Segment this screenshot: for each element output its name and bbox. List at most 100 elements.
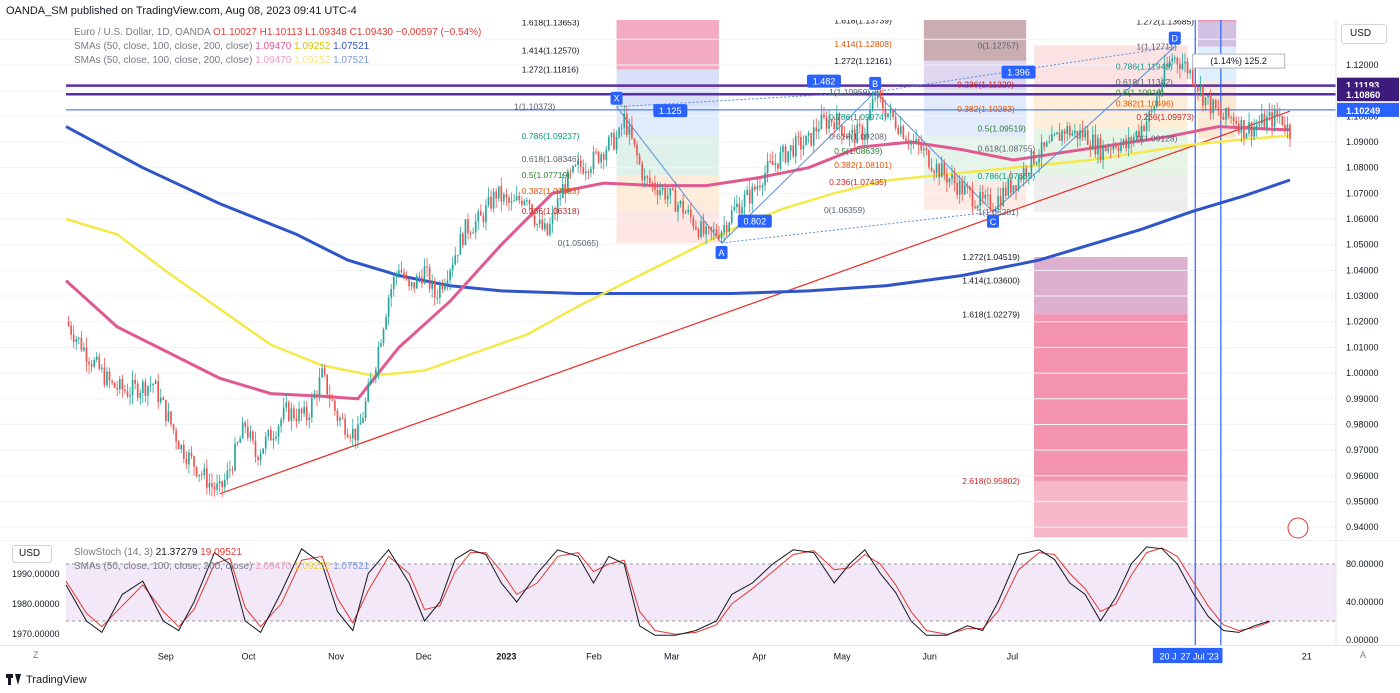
sma50-value-2: 1.09470 [255,55,292,66]
candle-body [935,164,938,173]
fib-level-label: 1(1.10373) [514,102,555,112]
candle-body [577,160,579,165]
fib-level-label: 0.618(1.08755) [978,143,1036,153]
candle-body [257,456,259,461]
fib-level-label: 0.5(1.09519) [978,124,1026,134]
candle-body [400,270,403,273]
candle-body [833,122,836,129]
candle-body [385,316,387,330]
candle-body [664,187,667,200]
osc-left-tick: 1980.00000 [12,599,60,609]
stochastic-chart[interactable]: 80.00000 40.00000 0.00000 1990.00000 1980.00… [0,540,1400,645]
candle-body [513,200,515,202]
pattern-ratio-label: 1.396 [1007,68,1030,78]
time-tick-label: Mar [664,651,680,661]
candle-body [636,144,638,156]
fib-level-label: 1.618(1.13653) [522,20,580,27]
candle-body [858,124,861,127]
candle-body [1158,91,1161,97]
candle-body [1248,122,1250,134]
candle-body [170,411,172,425]
price-tag [1337,102,1399,117]
candle-body [482,215,485,223]
osc-currency-selector[interactable]: USD [12,545,52,563]
candle-body [1033,151,1035,164]
zoom-reset-button[interactable]: Z [33,650,39,660]
date-highlight-box [1176,647,1223,664]
candle-body [492,191,495,209]
fib-zone-c5 [1033,257,1188,315]
candle-body [270,429,272,441]
candle-body [764,173,766,186]
candle-body [825,117,828,129]
footer: TradingView [6,674,87,686]
candle-body [472,232,474,234]
fib-zone-1 [616,69,719,107]
candle-body [689,209,692,218]
candle-body [328,394,331,400]
pattern-point-box [610,91,623,105]
candle-body [372,378,375,380]
candle-body [392,277,395,290]
fib-level-label: 1(1.12711) [1136,42,1177,52]
time-tick-label: Sep [158,651,174,661]
candle-body [866,120,869,137]
candle-body [1250,122,1253,137]
candle-body [500,186,503,202]
candle-body [728,222,731,232]
candle-body [1027,172,1030,176]
candle-body [951,174,953,179]
candle-body [226,470,229,480]
candle-body [510,201,513,203]
candle-body [661,187,664,191]
candle-body [223,479,226,488]
candle-body [1035,162,1038,164]
candle-body [93,359,95,367]
candle-body [1115,144,1117,148]
candle-body [659,190,661,196]
candle-body [1007,179,1010,196]
candle-body [1222,116,1225,120]
time-axis[interactable]: Sep Oct Nov Dec 2023 Feb Mar Apr May Jun Jul 21 20 J… [0,645,1400,665]
sma100-value-2: 1.09252 [294,55,331,66]
fib-level-label: 0(1.06359) [824,205,865,215]
price-axis: 1.130001.120001.110001.100001.090001.080… [1335,20,1400,540]
candle-body [188,452,190,465]
candle-body [1030,151,1033,173]
candle-body [1281,115,1284,125]
candle-body [382,329,385,344]
candle-body [113,382,116,388]
price-chart[interactable]: 1.618(1.13653) 1.414(1.12570) 1.272(1.1181… [0,20,1400,540]
candle-body [398,270,400,274]
candle-body [695,226,697,230]
auto-scale-button[interactable]: A [1360,650,1367,660]
candle-body [367,384,369,402]
candle-body [971,190,974,207]
candle-body [208,483,211,488]
candle-body [815,127,818,132]
candle-body [869,110,871,121]
candle-body [520,200,523,205]
trend-line [219,110,1291,495]
candle-body [1261,113,1263,124]
candle-body [1230,116,1232,118]
candle-body [1243,120,1245,139]
candle-body [766,161,769,174]
fib-level-label: 0(1.05065) [558,238,599,248]
candle-body [147,386,149,396]
price-tick-label: 1.05000 [1346,240,1379,250]
candle-body [1086,130,1089,145]
candle-body [505,194,508,198]
currency-selector[interactable]: USD [1341,24,1387,44]
price-tick-label: 1.08000 [1346,163,1379,173]
candle-body [1048,141,1051,143]
tradingview-logo-icon [6,674,22,686]
candle-body [249,431,252,438]
price-tick-label: 1.07000 [1346,188,1379,198]
candle-body [800,137,802,150]
candle-body [715,229,718,235]
candle-body [290,408,293,421]
pattern-point-box [715,246,728,260]
candle-body [912,141,915,143]
candle-body [426,266,428,268]
